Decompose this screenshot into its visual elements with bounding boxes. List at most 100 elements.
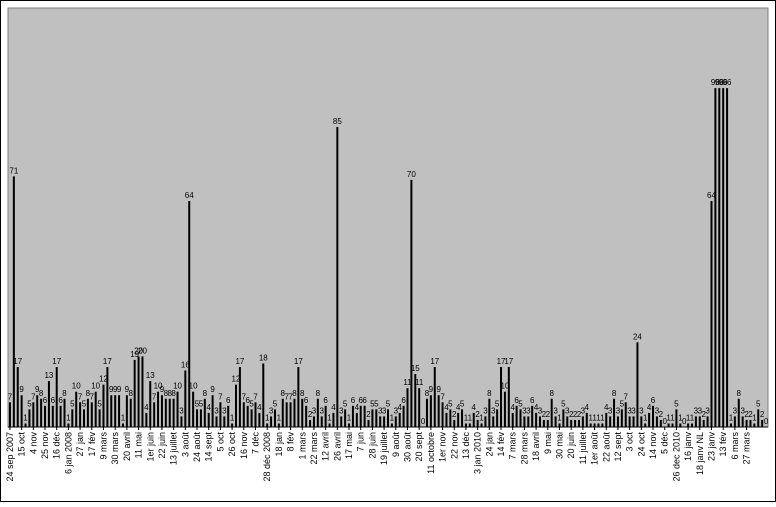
data-label: 18 [259,353,268,362]
data-label: 8 [487,389,492,398]
bar [118,395,121,427]
bar [507,366,510,427]
bar [562,409,565,427]
data-label: 3 [491,406,496,415]
data-label: 9 [125,385,130,394]
data-label: 17 [430,357,439,366]
data-label: 2 [748,410,753,419]
data-label: 1 [592,413,597,422]
data-label: 96 [723,78,732,87]
data-label: 8 [168,389,173,398]
bar [203,398,206,427]
bar [523,416,526,427]
data-label: 6 [226,396,231,405]
bar [457,412,460,427]
data-label: 3 [382,406,387,415]
data-label: 6 [304,396,309,405]
data-label: 3 [655,406,660,415]
data-label: 3 [740,406,745,415]
bar [67,423,70,427]
data-label: 1 [347,413,352,422]
x-tick-label: 14 nov [648,432,658,460]
bar [355,412,358,427]
bar [698,416,701,427]
bar [235,384,237,427]
data-label: 64 [185,191,194,200]
bar [231,423,234,427]
bar [500,366,503,427]
data-label: 5 [97,399,102,408]
bar [344,409,347,427]
bar [184,370,187,427]
bar [145,412,148,427]
data-label: 2 [542,410,547,419]
data-label: 3 [522,406,527,415]
data-label: 7 [8,392,13,401]
data-label: 10 [154,382,163,391]
x-tick-label: 3 jan 2010 [473,432,483,474]
data-label: 10 [189,382,198,391]
x-tick-label: 13 fév [718,432,728,457]
data-label: 1 [690,413,695,422]
bar [741,416,744,427]
data-label: 10 [72,382,81,391]
x-tick-label: 15 oct [17,432,27,457]
data-label: 7 [624,392,629,401]
data-label: 1 [468,413,473,422]
bar [605,412,608,427]
data-label: 6 [530,396,535,405]
x-tick-label: 18 jan [274,432,284,457]
bar [157,391,160,427]
bar [620,409,623,427]
data-label: 6 [358,396,363,405]
bar [644,423,647,427]
bar [359,405,362,427]
data-label: 3 [553,406,558,415]
bar [379,416,382,427]
data-label: 6 [362,396,367,405]
data-label: 2 [701,410,706,419]
bar [180,416,183,427]
bar [433,366,436,427]
data-label: 9 [210,385,215,394]
data-label: 17 [103,357,112,366]
x-tick-label: 22 août [601,432,611,463]
bar [757,409,760,427]
bar [402,405,405,427]
x-tick-label: 8 fév [286,432,296,452]
bar [601,423,604,427]
bar [63,398,66,427]
x-tick-label: 3 août [180,432,190,458]
x-tick-label: 18 avril [531,432,541,461]
data-label: 5 [460,399,465,408]
x-tick-label: 5 déc [660,432,670,455]
data-label: 8 [549,389,554,398]
bar [511,412,514,427]
bar [394,416,397,427]
bar [215,416,218,427]
bar [613,398,616,427]
x-tick-label: 11 mai [134,432,144,458]
data-label: 6 [351,396,356,405]
data-label: 5 [374,399,379,408]
bar [289,402,292,427]
bar [90,402,93,427]
bar [129,398,132,427]
data-label: 4 [331,403,336,412]
bar [539,416,541,427]
bar [589,423,592,427]
data-label: 3 [312,406,317,415]
x-tick-label: 13 déc [461,432,471,460]
data-label: 7 [284,392,289,401]
x-tick-label: 25 nov [40,432,50,460]
bar [558,423,561,427]
bar [445,412,448,427]
data-label: 4 [510,403,515,412]
data-label: 6 [51,396,56,405]
bar [324,405,327,427]
data-label: 12 [232,375,241,384]
bar [453,419,456,427]
data-label: 1 [588,413,593,422]
bar [20,395,23,427]
